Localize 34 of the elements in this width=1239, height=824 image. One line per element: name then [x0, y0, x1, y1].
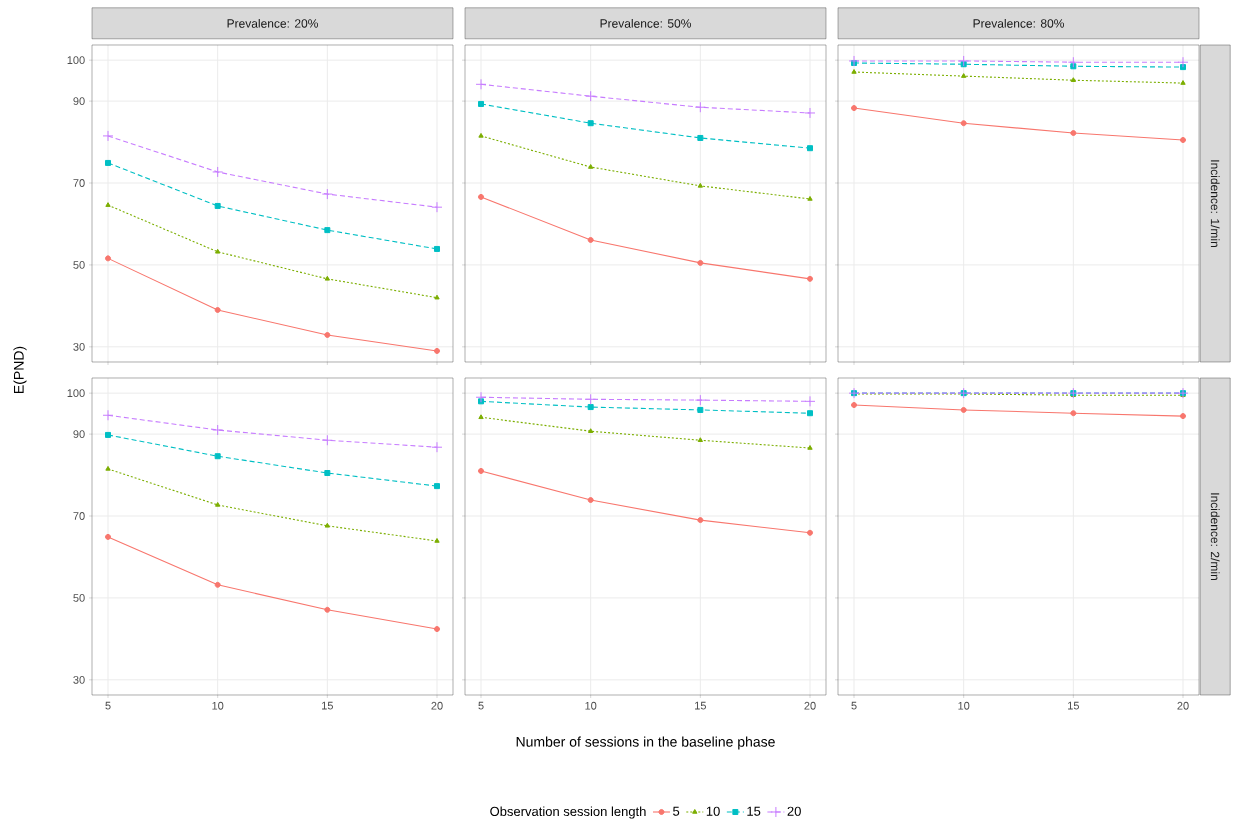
x-tick-label: 20	[804, 701, 816, 710]
chart-title: Prevalence: 50%	[600, 18, 691, 28]
y-tick-label: 90	[73, 430, 85, 438]
y-axis-title: E(PND)	[13, 346, 27, 393]
y-tick-label: 100	[67, 389, 85, 398]
chart-title: Prevalence: 80%	[973, 18, 1064, 28]
legend-title: Observation session length	[490, 806, 646, 819]
y-tick-label: 50	[73, 594, 85, 602]
y-tick-label: 30	[73, 342, 85, 351]
x-axis-title: Number of sessions in the baseline phase	[516, 736, 775, 750]
y2-axis-title: Incidence: 2/min	[1210, 493, 1220, 580]
legend-label: 10	[706, 806, 720, 816]
x-tick-label: 10	[212, 701, 224, 710]
x-tick-label: 5	[478, 701, 484, 710]
x-tick-label: 20	[1177, 701, 1189, 710]
y-tick-label: 90	[73, 97, 85, 105]
x-tick-label: 10	[585, 701, 597, 710]
y-tick-label: 70	[73, 512, 85, 520]
legend-label: 5	[673, 806, 680, 816]
y-tick-label: 70	[73, 179, 85, 187]
x-tick-label: 20	[431, 701, 443, 710]
y-tick-label: 30	[73, 675, 85, 684]
legend-label: 20	[787, 806, 801, 816]
y2-axis-title: Incidence: 1/min	[1210, 160, 1220, 247]
x-tick-label: 10	[958, 701, 970, 710]
legend-label: 15	[747, 806, 761, 816]
x-tick-label: 15	[322, 701, 333, 710]
chart-title: Prevalence: 20%	[227, 18, 318, 28]
y-tick-label: 100	[67, 56, 85, 65]
y-tick-label: 50	[73, 261, 85, 269]
x-tick-label: 5	[851, 701, 857, 710]
x-tick-label: 15	[695, 701, 706, 710]
x-tick-label: 5	[105, 701, 111, 710]
x-tick-label: 15	[1068, 701, 1079, 710]
